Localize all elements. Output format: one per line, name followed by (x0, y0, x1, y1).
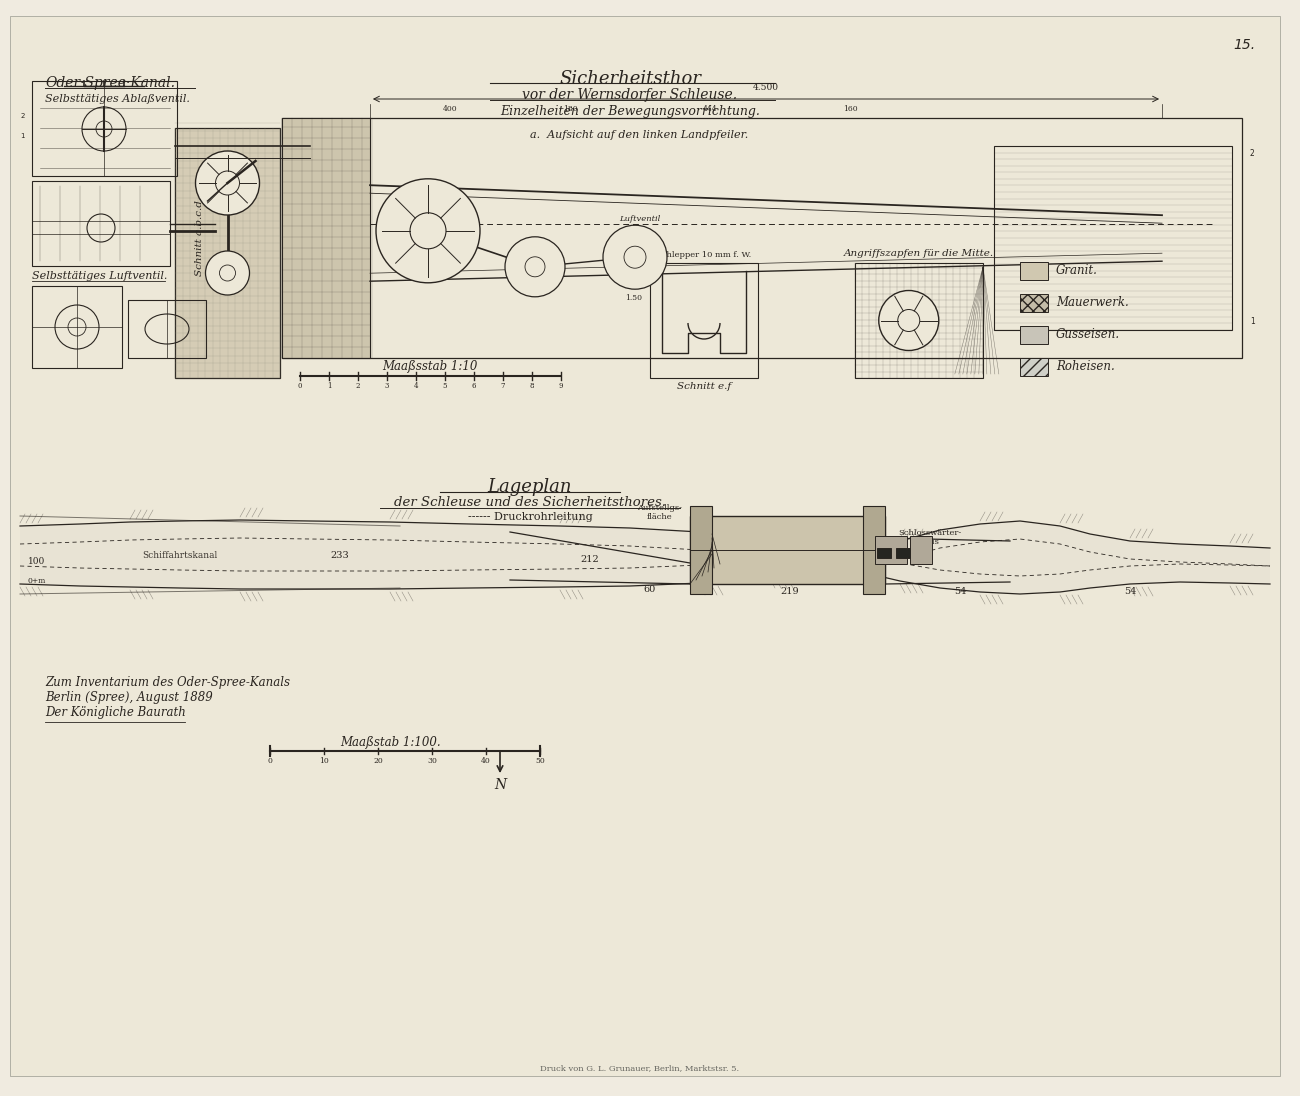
Text: Oder·Spree·Kanal.: Oder·Spree·Kanal. (46, 76, 176, 90)
Text: Schlosswärter-
haus: Schlosswärter- haus (898, 528, 962, 546)
Text: 50: 50 (536, 757, 545, 765)
Text: Angriffszapfen für die Mitte.: Angriffszapfen für die Mitte. (844, 249, 994, 258)
Circle shape (879, 290, 939, 351)
Text: 160: 160 (842, 105, 857, 113)
Bar (282, 118, 370, 358)
Polygon shape (20, 520, 1270, 594)
Text: 233: 233 (330, 551, 350, 560)
Text: a.  Aufsicht auf den linken Landpfeiler.: a. Aufsicht auf den linken Landpfeiler. (530, 130, 749, 140)
Text: 444: 444 (703, 105, 718, 113)
Text: 2: 2 (1251, 149, 1254, 159)
Text: Schlepper 10 mm f. W.: Schlepper 10 mm f. W. (656, 251, 751, 259)
Circle shape (504, 237, 566, 297)
Text: 1.50: 1.50 (625, 294, 642, 301)
Text: 4: 4 (413, 383, 419, 390)
Bar (878, 548, 891, 558)
Text: Schiffahrtskanal: Schiffahrtskanal (143, 550, 217, 559)
Text: 20: 20 (373, 757, 384, 765)
Text: 180: 180 (563, 105, 577, 113)
Text: Mauerwerk.: Mauerwerk. (1056, 297, 1128, 309)
Text: 60: 60 (644, 584, 656, 594)
Bar (32, 181, 170, 266)
Circle shape (376, 179, 480, 283)
Text: Schnitt a.b.c.d.: Schnitt a.b.c.d. (195, 196, 204, 275)
Text: 40: 40 (481, 757, 491, 765)
Bar (863, 506, 885, 594)
Text: 219: 219 (781, 587, 800, 596)
Text: 400: 400 (443, 105, 458, 113)
Circle shape (603, 225, 667, 289)
Text: Granit.: Granit. (1056, 264, 1098, 277)
Text: 0+m: 0+m (29, 576, 47, 585)
Bar (1020, 262, 1048, 279)
Text: Roheisen.: Roheisen. (1056, 361, 1115, 374)
Bar (32, 286, 122, 368)
Text: Der Königliche Baurath: Der Königliche Baurath (46, 706, 186, 719)
Text: 9: 9 (559, 383, 563, 390)
Bar (176, 128, 280, 378)
Text: 5: 5 (443, 383, 447, 390)
Text: Selbsttätiges Ablaßventil.: Selbsttätiges Ablaßventil. (46, 94, 190, 104)
Text: Zum Inventarium des Oder-Spree-Kanals: Zum Inventarium des Oder-Spree-Kanals (46, 676, 290, 689)
Text: 54: 54 (1123, 586, 1136, 595)
Text: 3: 3 (385, 383, 389, 390)
Bar (690, 516, 885, 584)
Text: 2: 2 (356, 383, 360, 390)
Text: ------ Druckrohrleitung: ------ Druckrohrleitung (468, 512, 593, 522)
Text: 8: 8 (530, 383, 534, 390)
Text: 1: 1 (1251, 318, 1254, 327)
Text: 100: 100 (29, 557, 46, 566)
Text: 0: 0 (298, 383, 302, 390)
Bar (282, 118, 1242, 358)
Bar (994, 146, 1232, 330)
Text: der Schleuse und des Sicherheitsthores.: der Schleuse und des Sicherheitsthores. (394, 496, 666, 509)
Bar (1020, 358, 1048, 376)
Text: 15.: 15. (1232, 38, 1254, 52)
Bar (1020, 326, 1048, 344)
Text: vor der Wernsdorfer Schleuse.: vor der Wernsdorfer Schleuse. (523, 88, 737, 102)
Text: 1: 1 (21, 133, 25, 139)
Text: Selbsttätiges Luftventil.: Selbsttätiges Luftventil. (32, 271, 168, 281)
Text: 4.500: 4.500 (753, 83, 779, 92)
Text: 1: 1 (326, 383, 332, 390)
Text: Maaßstab 1:100.: Maaßstab 1:100. (339, 737, 441, 749)
Bar (910, 536, 932, 564)
Bar (650, 263, 758, 378)
Text: 7: 7 (500, 383, 506, 390)
Text: 54: 54 (954, 587, 966, 596)
Bar (690, 506, 712, 594)
Text: Schnitt e.f: Schnitt e.f (677, 383, 731, 391)
Text: Maaßsstab 1:10: Maaßsstab 1:10 (382, 359, 477, 373)
Text: 0: 0 (268, 757, 273, 765)
Text: Lageplan: Lageplan (488, 478, 572, 496)
Text: Druck von G. L. Grunauer, Berlin, Marktstsr. 5.: Druck von G. L. Grunauer, Berlin, Markts… (541, 1064, 740, 1072)
Text: Aufstellgs-
fläche: Aufstellgs- fläche (637, 504, 682, 521)
Text: Einzelheiten der Bewegungsvorrichtung.: Einzelheiten der Bewegungsvorrichtung. (500, 105, 760, 118)
Text: 10: 10 (318, 757, 329, 765)
Bar (32, 81, 177, 176)
Text: 30: 30 (428, 757, 437, 765)
Text: Berlin (Spree), August 1889: Berlin (Spree), August 1889 (46, 690, 213, 704)
Text: Luftventil: Luftventil (619, 215, 660, 222)
Text: N: N (494, 778, 506, 792)
Bar (1020, 294, 1048, 312)
Text: 6: 6 (472, 383, 476, 390)
Bar (127, 300, 205, 358)
Bar (855, 263, 983, 378)
Text: 212: 212 (581, 555, 599, 563)
Bar (875, 536, 907, 564)
Circle shape (205, 251, 250, 295)
Text: 2: 2 (21, 113, 25, 119)
Text: Gusseisen.: Gusseisen. (1056, 329, 1121, 342)
Circle shape (195, 151, 260, 215)
Text: Sicherheitsthor: Sicherheitsthor (559, 70, 701, 88)
Bar (896, 548, 910, 558)
